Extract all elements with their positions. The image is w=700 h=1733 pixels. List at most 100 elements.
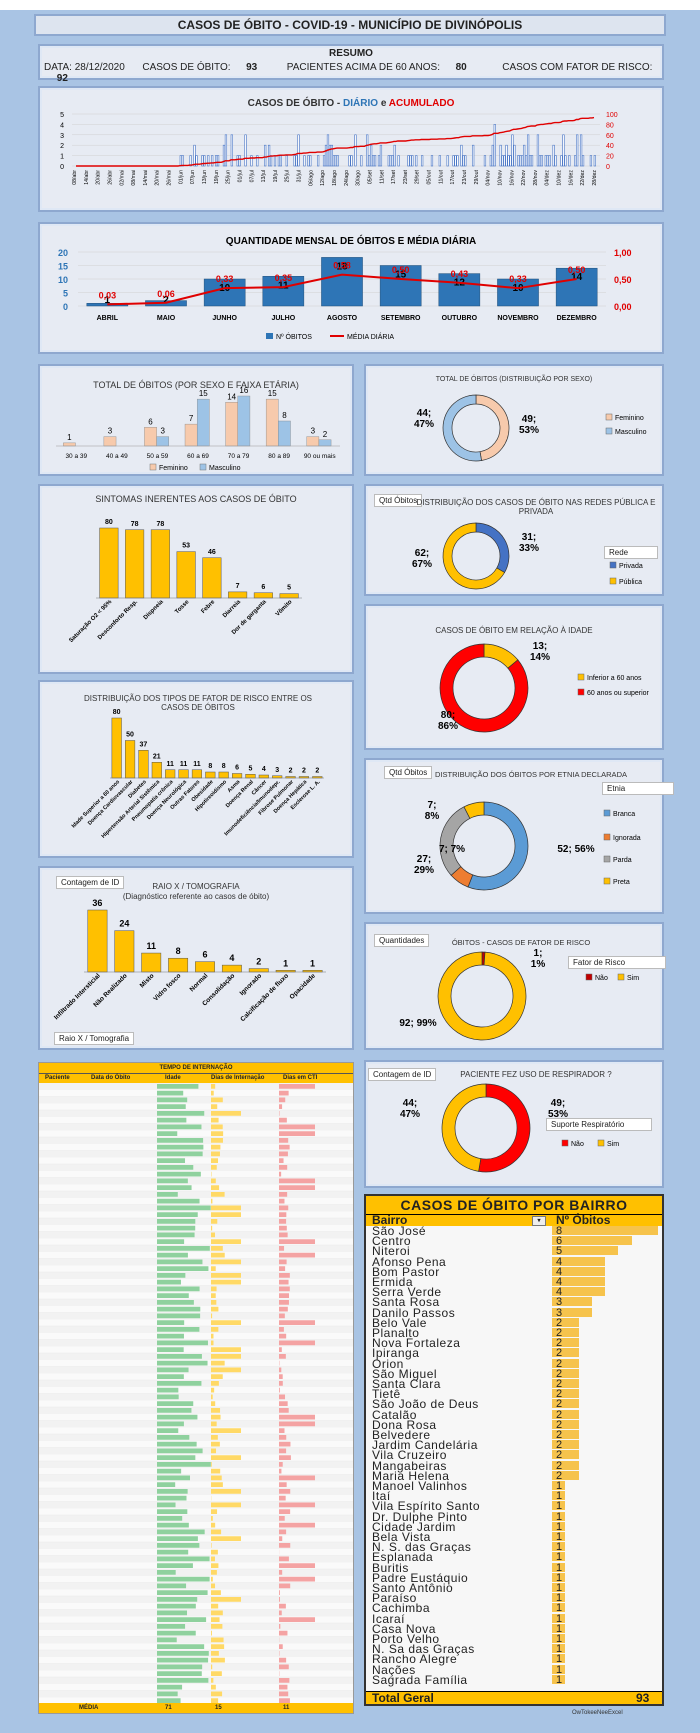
qtd-obitos-tag[interactable]: Qtd Óbitos xyxy=(374,494,423,507)
daily-bar xyxy=(222,144,226,167)
cti-bar xyxy=(279,1610,282,1616)
rede-tag[interactable]: Rede xyxy=(604,546,658,559)
daily-bar xyxy=(564,155,567,167)
daily-bar xyxy=(322,155,326,167)
daily-bar xyxy=(269,155,273,167)
monthly-bar xyxy=(321,257,363,307)
bairro-bar xyxy=(552,1603,566,1613)
dias-bar xyxy=(211,1448,217,1454)
bar-category-label: Calcificação de fluxo xyxy=(239,972,290,1023)
idade-bar xyxy=(157,1252,188,1258)
daily-left-tick: 0 xyxy=(60,164,64,171)
bairro-count: 1 xyxy=(556,1673,563,1686)
idade-bar xyxy=(157,1198,200,1204)
bairro-header: Bairro ▾ Nº Óbitos xyxy=(366,1214,662,1226)
daily-bar xyxy=(430,155,434,167)
idade-bar xyxy=(157,1428,179,1433)
bairro-count: 2 xyxy=(556,1429,563,1441)
daily-bar xyxy=(285,155,288,167)
dias-bar xyxy=(211,1489,241,1494)
qtd-obitos-tag-2[interactable]: Qtd Óbitos xyxy=(384,766,433,779)
internacao-row-bg xyxy=(39,1373,353,1380)
dias-bar xyxy=(211,1374,223,1379)
cti-bar xyxy=(279,1516,285,1521)
fator-tipos-title: DISTRIBUIÇÃO DOS TIPOS DE FATOR DE RISCO… xyxy=(83,694,313,712)
donut-legend-label: Não xyxy=(571,1141,584,1148)
donut-legend-label: Ignorada xyxy=(613,835,641,842)
daily-date-label: 20/abr xyxy=(96,170,102,185)
bairro-name: Santa Clara xyxy=(372,1377,441,1391)
bairro-bar xyxy=(552,1470,579,1480)
daily-bar xyxy=(334,155,337,167)
contagem-id-tag-2[interactable]: Contagem de ID xyxy=(368,1068,437,1081)
donut-data-label: 92; 99% xyxy=(399,1018,436,1029)
bairro-row: Centro 6 xyxy=(366,1235,662,1247)
donut-slice xyxy=(439,806,471,876)
sexo-pie-title: TOTAL DE ÓBITOS (DISTRIBUIÇÃO POR SEXO) xyxy=(435,376,593,383)
dias-bar xyxy=(211,1657,225,1663)
donut-legend-swatch xyxy=(603,833,611,841)
contagem-id-tag[interactable]: Contagem de ID xyxy=(56,876,125,889)
daily-bar xyxy=(397,155,400,167)
etnia-tag[interactable]: Etnia xyxy=(602,782,674,795)
bar-value-label: 6 xyxy=(261,584,265,591)
daily-date-label: 25/jun xyxy=(226,170,232,184)
bar-value-label: 1 xyxy=(283,958,288,968)
donut-data-label: 44; xyxy=(417,408,431,419)
bairro-name: Ipiranga xyxy=(372,1346,420,1361)
idade-bar xyxy=(157,1536,198,1541)
bar-value-label: 8 xyxy=(176,946,181,956)
cti-bar xyxy=(279,1408,289,1413)
raiox-tag[interactable]: Raio X / Tomografia xyxy=(54,1032,135,1045)
bar xyxy=(279,593,299,599)
bairro-row: Sagrada Família 1 xyxy=(366,1673,662,1686)
bairro-bar xyxy=(552,1481,566,1490)
sexo-bar-label: 7 xyxy=(189,414,194,423)
bairro-bar xyxy=(552,1317,579,1327)
bar xyxy=(272,775,283,779)
daily-bar xyxy=(215,155,218,167)
bar-value-label: 37 xyxy=(140,741,148,748)
bairro-count: 2 xyxy=(556,1408,563,1421)
bairro-row: Porto Velho 1 xyxy=(366,1633,662,1645)
dias-bar xyxy=(211,1259,241,1265)
bairro-filter-icon[interactable]: ▾ xyxy=(532,1216,546,1226)
idade-bar xyxy=(157,1313,201,1319)
cti-bar xyxy=(279,1232,288,1238)
idade-bar xyxy=(157,1684,183,1690)
suporte-tag[interactable]: Suporte Respiratório xyxy=(546,1118,652,1131)
bairro-name: Nova Fortaleza xyxy=(372,1336,461,1351)
daily-bar xyxy=(548,155,551,167)
bairro-row: Catalão 2 xyxy=(366,1408,662,1421)
bairro-row: Padre Eustáquio 1 xyxy=(366,1572,662,1584)
cti-bar xyxy=(279,1306,288,1312)
bairro-bar xyxy=(552,1379,579,1388)
cti-bar xyxy=(279,1529,287,1535)
daily-date-label: 10/nov xyxy=(497,170,503,186)
daily-bar xyxy=(523,144,526,167)
dias-bar xyxy=(211,1563,219,1568)
bairro-bar xyxy=(552,1246,619,1256)
idade-bar xyxy=(157,1266,209,1271)
cti-bar xyxy=(279,1246,285,1251)
donut-data-label: 53% xyxy=(519,425,539,436)
donut-data-label: 49; xyxy=(551,1098,565,1109)
cti-bar xyxy=(279,1401,288,1406)
bairro-row: Nações 1 xyxy=(366,1664,662,1676)
bairro-row: Manoel Valinhos 1 xyxy=(366,1480,662,1492)
bairro-count: 1 xyxy=(556,1541,563,1554)
hdr-paciente: Paciente xyxy=(45,1075,70,1081)
fator-risco-tag[interactable]: Fator de Risco xyxy=(568,956,666,969)
dias-bar xyxy=(211,1090,214,1096)
bairro-bar xyxy=(552,1674,566,1684)
bairro-total: Total Geral 93 xyxy=(366,1691,662,1704)
donut-legend-swatch xyxy=(561,1139,569,1147)
sexo-bar xyxy=(306,436,320,447)
daily-bar xyxy=(256,155,259,167)
total-label: Total Geral xyxy=(372,1691,434,1705)
quantidades-tag[interactable]: Quantidades xyxy=(374,934,430,947)
donut-data-label: 33% xyxy=(519,543,539,554)
monthly-category-label: SETEMBRO xyxy=(381,315,421,322)
daily-bar xyxy=(415,155,418,167)
cti-bar xyxy=(279,1482,287,1487)
